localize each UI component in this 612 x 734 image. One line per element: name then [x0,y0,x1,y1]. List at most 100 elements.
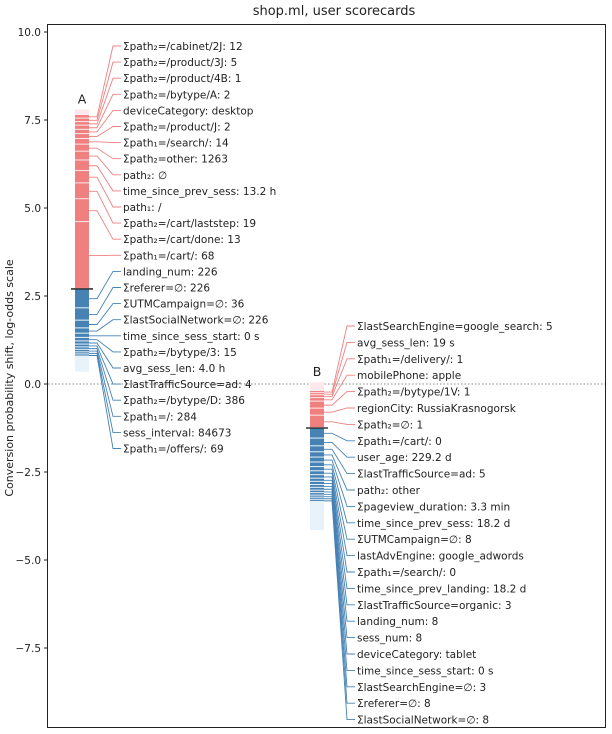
scorecard-name: B [313,364,322,379]
leader-line [89,109,121,133]
leader-line [89,165,121,192]
feature-label: path₂: other [357,485,421,497]
y-axis: 10.0 7.5 5.0 2.5 0.0 −2.5 −5.0 −7.5 [16,27,48,655]
feature-label: ΣlastSocialNetwork=∅: 8 [357,715,489,727]
leader-line [324,341,355,395]
leader-line [89,77,121,125]
negative-contribution-bar [310,499,324,501]
negative-contribution-bar [75,320,89,328]
leader-line [89,270,121,300]
leader-line [324,391,355,406]
negative-contribution-bar [310,481,324,485]
y-axis-label: Conversion probability shift, log-odds s… [3,259,16,497]
feature-label: time_since_sess_start: 0 s [123,331,259,343]
feature-label: ΣUTMCampaign=∅: 36 [123,299,245,311]
y-tick-label: 7.5 [24,115,41,127]
feature-label: mobilePhone: apple [357,370,461,382]
leader-line [89,190,121,224]
leader-line [324,482,355,606]
feature-label: time_since_sess_start: 0 s [357,665,493,677]
leader-line [324,464,355,524]
leader-line [89,61,121,121]
feature-label: landing_num: 226 [123,266,218,278]
leader-line [89,141,121,144]
feature-label: Σpath₂=/cart/done: 13 [123,234,241,246]
leader-line [324,472,355,557]
leader-line [89,45,121,118]
leader-line [89,303,121,325]
feature-label: time_since_prev_landing: 18.2 d [357,583,526,595]
feature-label: Σpath₁=/: 284 [123,411,197,423]
positive-contribution-bar [75,129,89,134]
leader-line [324,358,355,398]
negative-contribution-bar [310,452,324,457]
feature-label: Σpath₂=∅: 1 [357,419,423,431]
feature-label: sess_num: 8 [357,633,422,645]
leader-line [324,454,355,491]
scorecard-A: A Σpath₂=/cabinet/2J: 12 Σpath₂=/product/3… [71,41,276,456]
positive-contribution-bar [310,391,324,393]
leader-line [324,374,355,401]
chart-title: shop.ml, user scorecards [253,4,416,19]
leader-line [89,176,121,208]
leader-line [324,441,355,458]
feature-label: Σpath₁=/cart/: 68 [123,250,214,262]
negative-contribution-bar [310,478,324,481]
negative-contribution-bar [75,337,89,341]
negative-contribution-bar [75,354,89,356]
leader-line [89,287,121,315]
leader-line [324,498,355,704]
negative-contribution-bar [310,475,324,478]
feature-label: Σpath₁=/offers/: 69 [123,444,224,456]
positive-contribution-bar [310,393,324,395]
feature-label: lastAdvEngine: google_adwords [357,551,524,563]
leader-line [89,147,121,160]
leader-line [324,421,355,425]
negative-contribution-bar [310,457,324,462]
leader-line [324,488,355,639]
positive-contribution-bar [75,115,89,118]
negative-contribution-bar [310,467,324,471]
y-tick-label: 10.0 [18,27,41,39]
feature-label: Σpath₂=/bytype/D: 386 [123,395,245,407]
leader-line [89,352,121,433]
negative-contribution-bar [75,341,89,344]
feature-label: Σpath₂=other: 1263 [123,154,228,166]
leader-line [324,485,355,622]
feature-label: Σreferer=∅: 226 [123,283,210,295]
scorecard-B: B ΣlastSearchEngine=google_search: 5 avg_s… [306,321,553,727]
plot-area: A Σpath₂=/cabinet/2J: 12 Σpath₂=/product/3… [48,41,605,727]
negative-contribution-bar [310,471,324,475]
feature-label: avg_sess_len: 4.0 h [123,363,225,375]
leader-line [324,500,355,721]
leader-line [89,348,121,401]
y-tick-label: 5.0 [24,203,41,215]
negative-contribution-bar [310,428,324,438]
leader-line [89,345,121,385]
feature-label: path₂: ∅ [123,170,167,182]
negative-contribution-bar [75,333,89,337]
feature-label: time_since_prev_sess: 13.2 h [123,186,276,198]
negative-contribution-bar [75,288,89,308]
negative-contribution-bar [310,438,324,446]
leader-line [89,126,121,137]
negative-contribution-bar [310,446,324,452]
negative-contribution-bar [75,308,89,320]
negative-contribution-bar [310,493,324,495]
positive-contribution-bar [75,171,89,183]
negative-contribution-bar [310,490,324,493]
leader-line [324,325,355,393]
leader-line [324,407,355,413]
positive-contribution-bar [75,222,89,288]
leader-line [324,476,355,573]
positive-contribution-bar [75,199,89,222]
feature-label: Σpath₁=/cart/: 0 [357,436,442,448]
feature-label: sess_interval: 84673 [123,427,231,439]
positive-contribution-bar [75,118,89,122]
positive-contribution-bar [310,395,324,398]
leader-line [89,155,121,176]
negative-contribution-bar [75,352,89,354]
negative-contribution-bar [310,495,324,497]
feature-label: ΣlastSearchEngine=∅: 3 [357,682,486,694]
